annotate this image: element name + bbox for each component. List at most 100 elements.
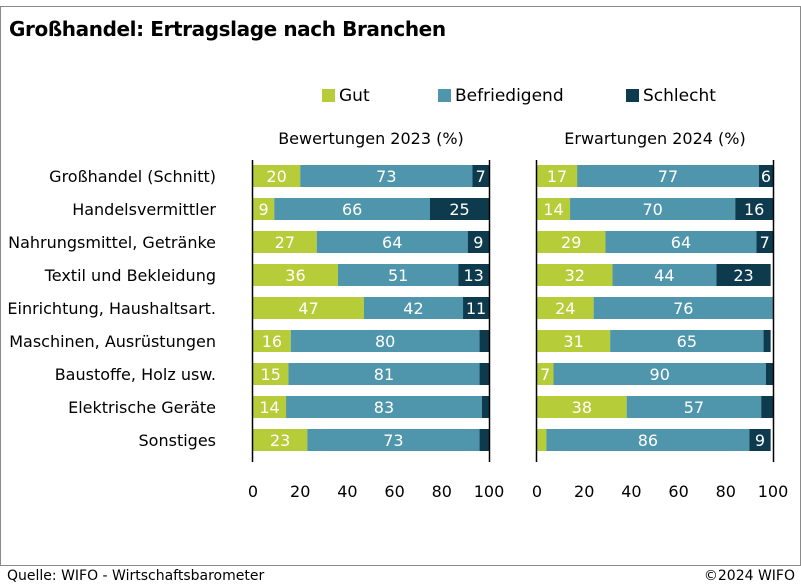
bar-segment-schlecht [458, 264, 489, 286]
data-label: 25 [449, 200, 469, 219]
x-tick-label: 20 [290, 482, 310, 501]
data-label: 15 [261, 365, 281, 384]
data-label: 27 [275, 233, 295, 252]
data-label: 7 [760, 233, 770, 252]
bar-segment-schlecht [479, 330, 489, 352]
data-label: 44 [654, 266, 674, 285]
data-label: 51 [388, 266, 408, 285]
legend-swatch-gut [322, 89, 335, 102]
x-tick-label: 80 [716, 482, 736, 501]
data-label: 17 [547, 167, 567, 186]
data-label: 64 [382, 233, 402, 252]
bar-segment-schlecht [765, 363, 773, 385]
x-tick-label: 80 [432, 482, 452, 501]
bar-segment-befriedigend [363, 297, 464, 319]
bar-segment-befriedigend [605, 231, 757, 253]
bar-segment-schlecht [479, 429, 489, 451]
bar-segment-gut [537, 231, 606, 253]
data-label: 36 [285, 266, 305, 285]
data-label: 23 [733, 266, 753, 285]
copyright-note: ©2024 WIFO [703, 568, 795, 584]
x-tick-label: 20 [574, 482, 594, 501]
bar-segment-befriedigend [612, 264, 717, 286]
left-rule [0, 6, 1, 566]
data-label: 47 [298, 299, 318, 318]
bar-segment-befriedigend [546, 429, 750, 451]
data-label: 38 [572, 398, 592, 417]
category-label: Nahrungsmittel, Getränke [8, 233, 216, 252]
bar-segment-schlecht [463, 297, 489, 319]
data-label: 11 [466, 299, 486, 318]
bar-segment-befriedigend [337, 264, 459, 286]
bar-segment-befriedigend [288, 363, 480, 385]
bar-segment-befriedigend [286, 396, 482, 418]
data-label: 73 [383, 431, 403, 450]
data-label: 9 [259, 200, 269, 219]
bar-segment-schlecht [735, 198, 773, 220]
data-label: 7 [476, 167, 486, 186]
data-label: 14 [259, 398, 279, 417]
bar-segment-gut [537, 330, 611, 352]
data-label: 16 [262, 332, 282, 351]
data-label: 83 [374, 398, 394, 417]
bar-segment-schlecht [467, 231, 489, 253]
data-label: 13 [463, 266, 483, 285]
data-label: 64 [671, 233, 691, 252]
data-label: 16 [744, 200, 764, 219]
x-tick-label: 60 [668, 482, 688, 501]
bar-segment-schlecht [749, 429, 771, 451]
data-label: 90 [650, 365, 670, 384]
category-label: Baustoffe, Holz usw. [55, 365, 216, 384]
x-tick-label: 40 [337, 482, 357, 501]
data-label: 9 [755, 431, 765, 450]
data-label: 66 [342, 200, 362, 219]
bar-segment-gut [537, 165, 578, 187]
bar-segment-befriedigend [553, 363, 766, 385]
bar-segment-gut [253, 297, 364, 319]
bar-segment-befriedigend [626, 396, 762, 418]
data-label: 86 [638, 431, 658, 450]
data-label: 77 [658, 167, 678, 186]
x-tick-label: 100 [758, 482, 789, 501]
legend-swatch-schlecht [626, 89, 639, 102]
data-label: 9 [473, 233, 483, 252]
category-label: Einrichtung, Haushaltsart. [7, 299, 216, 318]
x-tick-label: 0 [532, 482, 542, 501]
data-label: 24 [555, 299, 575, 318]
data-label: 76 [673, 299, 693, 318]
data-label: 6 [761, 167, 771, 186]
data-label: 57 [684, 398, 704, 417]
legend-label-schlecht: Schlecht [643, 86, 716, 106]
bar-segment-befriedigend [307, 429, 480, 451]
bar-segment-schlecht [716, 264, 771, 286]
bar-segment-schlecht [756, 231, 773, 253]
data-label: 20 [266, 167, 286, 186]
panel-title-1: Bewertungen 2023 (%) [278, 129, 464, 148]
data-label: 73 [376, 167, 396, 186]
source-note: Quelle: WIFO - Wirtschaftsbarometer [7, 568, 265, 584]
data-label: 7 [540, 365, 550, 384]
data-label: 81 [374, 365, 394, 384]
bar-segment-schlecht [479, 363, 489, 385]
data-label: 80 [375, 332, 395, 351]
stacked-bar-chart: Gut Befriedigend Schlecht Großhandel (Schni… [7, 86, 789, 501]
category-label: Handelsvermittler [72, 200, 216, 219]
x-tick-label: 40 [621, 482, 641, 501]
x-tick-label: 60 [384, 482, 404, 501]
bar-segment-befriedigend [274, 198, 430, 220]
legend-label-gut: Gut [339, 86, 370, 106]
bar-segment-gut [537, 396, 627, 418]
data-label: 29 [561, 233, 581, 252]
data-label: 32 [565, 266, 585, 285]
bar-segment-gut [253, 264, 338, 286]
bar-segment-schlecht [481, 396, 489, 418]
data-label: 31 [563, 332, 583, 351]
bar-segment-befriedigend [290, 330, 480, 352]
bar-segment-befriedigend [300, 165, 473, 187]
panel-title-2: Erwartungen 2024 (%) [564, 129, 745, 148]
bar-segment-gut [537, 297, 594, 319]
legend-label-befriedigend: Befriedigend [455, 86, 564, 106]
category-label: Sonstiges [139, 431, 216, 450]
chart-title: Großhandel: Ertragslage nach Branchen [9, 17, 446, 41]
x-tick-label: 0 [248, 482, 258, 501]
